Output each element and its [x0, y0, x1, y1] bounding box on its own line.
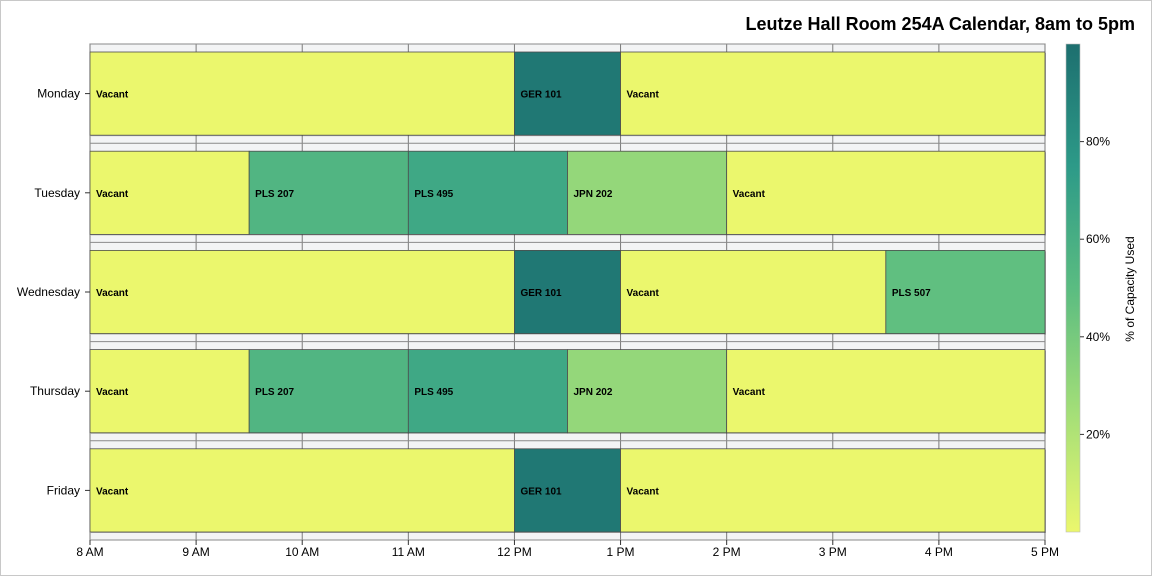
- x-tick-label: 5 PM: [1031, 545, 1059, 559]
- bar-label: JPN 202: [574, 189, 613, 200]
- bar-label: Vacant: [96, 387, 129, 398]
- schedule-bar: [514, 448, 621, 533]
- bar-label: Vacant: [96, 189, 129, 200]
- x-tick-label: 3 PM: [819, 545, 847, 559]
- colorbar-tick-label: 20%: [1086, 427, 1110, 441]
- x-tick-label: 11 AM: [392, 545, 425, 559]
- schedule-bar: [248, 349, 409, 434]
- schedule-bar: [514, 249, 621, 334]
- bar-label: Vacant: [733, 387, 766, 398]
- bar-label: Vacant: [627, 90, 660, 101]
- colorbar-tick-label: 60%: [1086, 232, 1110, 246]
- bar-label: PLS 507: [892, 288, 931, 299]
- x-tick-label: 10 AM: [285, 545, 319, 559]
- schedule-bar: [514, 51, 621, 136]
- schedule-bar: [567, 150, 728, 235]
- day-label: Friday: [47, 483, 80, 497]
- schedule-bar: [89, 249, 515, 334]
- schedule-bar: [726, 150, 1046, 235]
- bar-label: Vacant: [96, 486, 129, 497]
- schedule-bar: [885, 249, 1046, 334]
- schedule-bar: [89, 51, 515, 136]
- schedule-bar: [89, 150, 250, 235]
- bar-label: PLS 207: [255, 387, 294, 398]
- day-label: Thursday: [30, 384, 80, 398]
- x-tick-label: 4 PM: [925, 545, 953, 559]
- schedule-bar: [89, 349, 250, 434]
- day-label: Tuesday: [34, 186, 80, 200]
- colorbar: [1065, 43, 1081, 533]
- bar-label: GER 101: [520, 288, 562, 299]
- colorbar-tick-label: 80%: [1086, 135, 1110, 149]
- x-tick-label: 2 PM: [713, 545, 741, 559]
- bar-label: Vacant: [96, 90, 129, 101]
- bar-label: Vacant: [627, 288, 660, 299]
- bar-label: GER 101: [520, 90, 562, 101]
- day-label: Monday: [37, 87, 80, 101]
- schedule-bar: [620, 249, 887, 334]
- x-tick-label: 1 PM: [607, 545, 635, 559]
- bar-label: Vacant: [733, 189, 766, 200]
- schedule-bar: [726, 349, 1046, 434]
- x-tick-label: 8 AM: [76, 545, 103, 559]
- colorbar-tick-label: 40%: [1086, 330, 1110, 344]
- bar-label: Vacant: [96, 288, 129, 299]
- bar-label: PLS 207: [255, 189, 294, 200]
- bar-label: GER 101: [520, 486, 562, 497]
- bar-label: PLS 495: [414, 387, 453, 398]
- schedule-bar: [567, 349, 728, 434]
- bar-label: Vacant: [627, 486, 660, 497]
- x-tick-label: 12 PM: [497, 545, 532, 559]
- bar-label: JPN 202: [574, 387, 613, 398]
- schedule-bar: [407, 150, 568, 235]
- schedule-bar: [248, 150, 409, 235]
- chart-title: Leutze Hall Room 254A Calendar, 8am to 5…: [745, 14, 1135, 34]
- day-label: Wednesday: [17, 285, 80, 299]
- schedule-bar: [89, 448, 515, 533]
- x-tick-label: 9 AM: [182, 545, 209, 559]
- schedule-bar: [407, 349, 568, 434]
- schedule-bar: [620, 448, 1046, 533]
- bar-label: PLS 495: [414, 189, 453, 200]
- schedule-bar: [620, 51, 1046, 136]
- colorbar-title: % of Capacity Used: [1123, 236, 1137, 341]
